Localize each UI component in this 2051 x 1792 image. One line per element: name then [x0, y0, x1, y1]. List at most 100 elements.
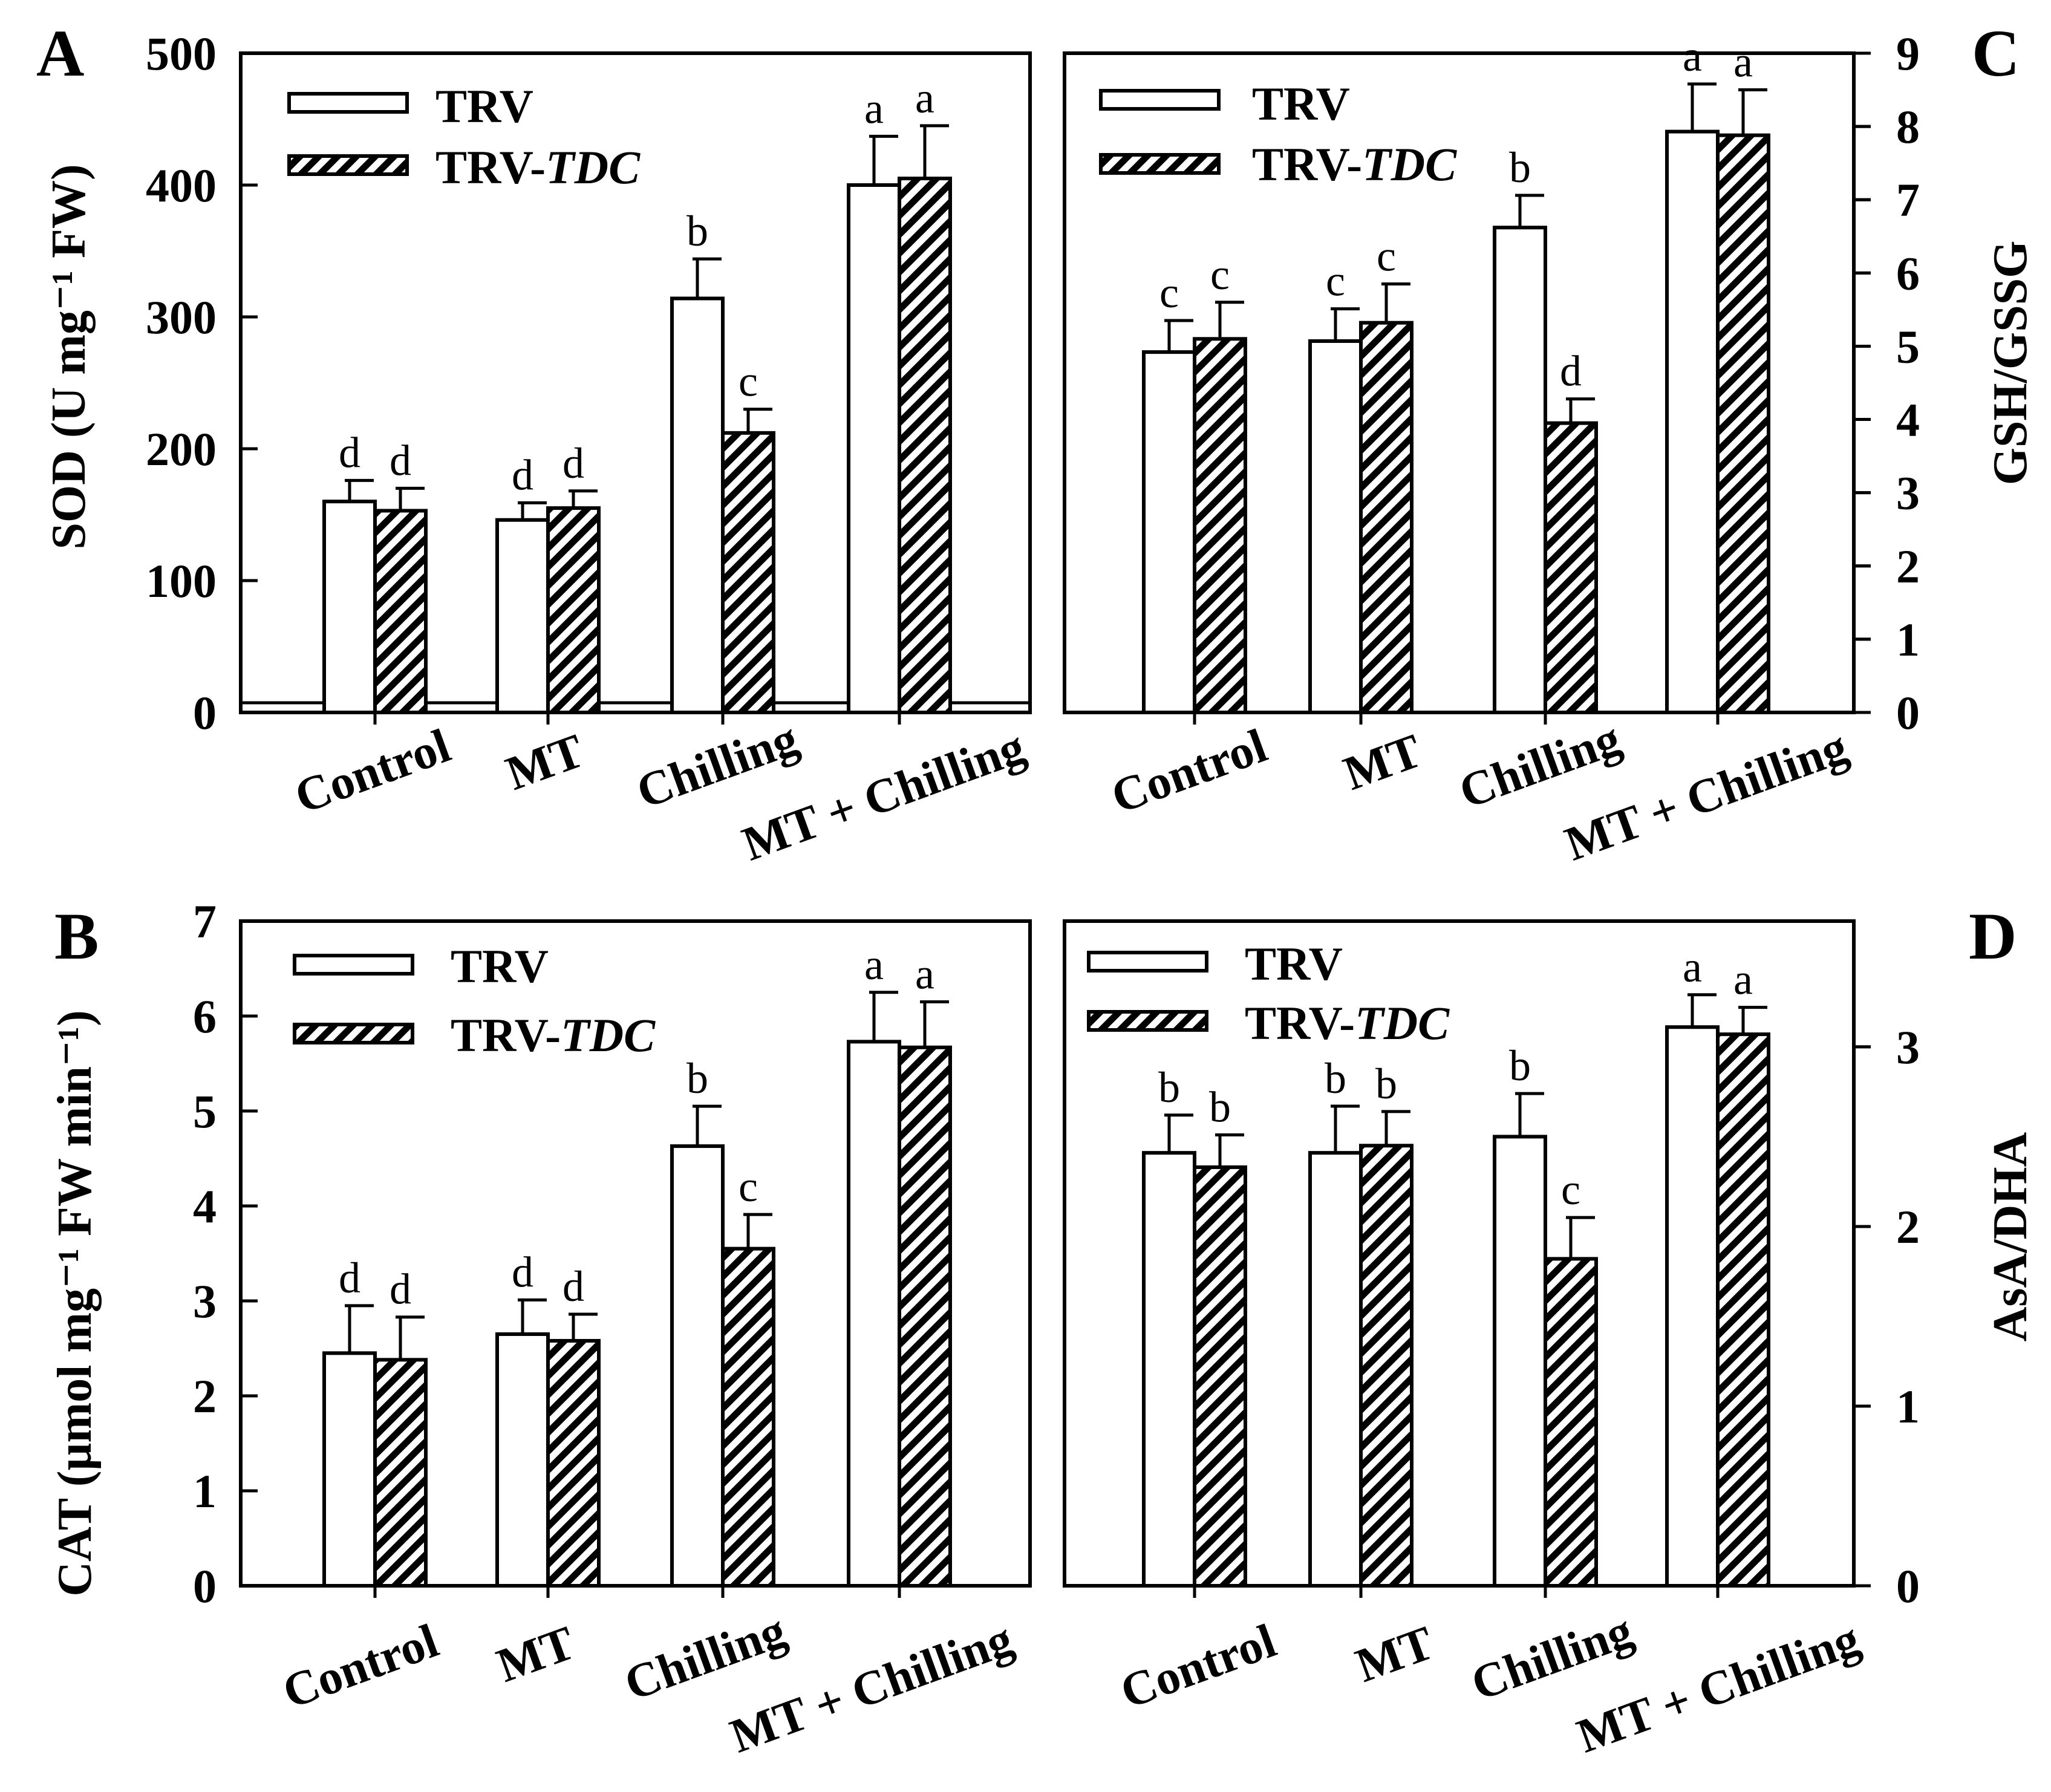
panel-b-y-tick-label: 3 [193, 1275, 217, 1328]
panel-a-significance-label: a [915, 74, 934, 122]
panel-a-bar-trv-tdc [546, 506, 601, 714]
panel-a-significance-label: d [562, 439, 584, 487]
panel-a-y-tick-label: 500 [146, 27, 217, 80]
panel-d-legend: TRV TRV-TDC [1087, 937, 1450, 1049]
panel-c-y-tick-label: 9 [1896, 27, 1920, 80]
panel-b-y-tick-label: 0 [193, 1560, 217, 1612]
panel-a-legend-swatch-trv-tdc [287, 154, 409, 176]
panel-a-bar-trv [495, 518, 550, 714]
panel-c-bar-trv [1142, 350, 1196, 714]
panel-d-y-tick-label: 2 [1896, 1201, 1920, 1253]
panel-d-y-tick-label: 0 [1896, 1560, 1920, 1612]
panel-d-legend-swatch-trv [1087, 951, 1208, 973]
panel-a-sod-chart: A SOD (U mg⁻¹ FW) TRV TRV-TDC Control MT… [36, 16, 1032, 871]
panel-b-significance-label: a [915, 950, 934, 998]
panel-d-y-tick-label: 3 [1896, 1021, 1920, 1074]
panel-b-x-label-chilling: Chilling [618, 1604, 793, 1711]
panel-a-letter: A [36, 16, 84, 90]
panel-c-significance-label: c [1159, 269, 1179, 317]
panel-c-y-tick-label: 5 [1896, 320, 1920, 373]
panel-c-bar-trv [1493, 226, 1547, 714]
panel-c-y-axis-title: GSH/GSSG [1984, 241, 2037, 486]
panel-b-cat-chart: B CAT (µmol mg⁻¹ FW min⁻¹) TRV TRV-TDC C… [48, 895, 1032, 1763]
panel-d-significance-label: b [1209, 1083, 1231, 1131]
panel-a-bar-trv [670, 296, 725, 715]
panel-a-plot-frame [239, 51, 1032, 714]
panel-b-legend-swatch-trv [293, 954, 414, 976]
panel-d-bar-trv [1142, 1151, 1196, 1588]
panel-b-significance-label: d [562, 1262, 584, 1311]
panel-b-x-tick-labels: Control MT Chilling MT + Chilling [276, 1604, 1019, 1763]
panel-b-bar-trv-tdc [373, 1358, 428, 1588]
panel-c-significance-label: c [1210, 250, 1230, 299]
panel-c-y-tick-label: 1 [1896, 613, 1920, 666]
panel-b-legend-label-trv: TRV [451, 940, 549, 992]
panel-d-legend-label-trv: TRV [1245, 937, 1343, 990]
panel-a-bar-trv [322, 500, 377, 714]
panel-a-bar-trv-tdc [373, 509, 428, 715]
panel-c-y-tick-label: 8 [1896, 100, 1920, 153]
panel-b-significance-label: a [864, 940, 884, 989]
panel-d-significance-label: a [1733, 956, 1753, 1004]
panel-d-x-tick-labels: Control MT Chilling MT + Chilling [1114, 1604, 1866, 1763]
panel-b-significance-label: d [339, 1254, 360, 1302]
panel-a-x-tick-labels: Control MT Chilling MT + Chilling [288, 712, 1031, 871]
panel-c-legend-label-trv-tdc: TRV-TDC [1252, 138, 1457, 191]
panel-c-x-label-control: Control [1104, 719, 1273, 824]
panel-c-significance-label: d [1560, 347, 1582, 396]
panel-a-significance-label: b [686, 207, 708, 255]
panel-c-letter: C [1972, 16, 2020, 90]
panel-a-significance-label: a [864, 84, 884, 132]
panel-d-y-tick-label: 1 [1896, 1380, 1920, 1433]
panel-d-asa-dha-chart: D AsA/DHA TRV TRV-TDC Control MT Chillin… [1063, 899, 2037, 1763]
panel-d-plot-frame [1063, 919, 1856, 1588]
panel-b-significance-label: d [390, 1265, 411, 1314]
panel-d-significance-label: a [1683, 943, 1702, 991]
panel-b-y-tick-label: 4 [193, 1180, 217, 1233]
panel-d-legend-label-trv-tdc: TRV-TDC [1245, 997, 1450, 1049]
panel-b-bar-trv [847, 1040, 901, 1588]
panel-a-y-axis-label: SOD (U mg⁻¹ FW) [42, 164, 96, 549]
panel-d-x-label-chilling: Chilling [1465, 1604, 1640, 1711]
panel-a-x-label-control: Control [288, 719, 457, 824]
panel-c-legend-swatch-trv-tdc [1099, 153, 1221, 175]
panel-a-significance-label: d [512, 451, 533, 499]
panel-d-bar-trv-tdc [1544, 1257, 1598, 1588]
panel-d-significance-label: b [1509, 1041, 1531, 1090]
panel-b-letter: B [54, 899, 99, 973]
panel-b-bar-trv-tdc [721, 1246, 775, 1588]
panel-d-x-label-control: Control [1114, 1614, 1282, 1719]
panel-c-bar-trv-tdc [1193, 337, 1247, 714]
panel-b-y-tick-label: 1 [193, 1465, 217, 1517]
panel-b-y-tick-label: 7 [193, 895, 217, 948]
panel-a-bar-trv-tdc [898, 177, 952, 715]
panel-a-x-label-chilling: Chilling [630, 712, 805, 819]
panel-a-y-tick-label: 0 [193, 686, 217, 739]
panel-c-y-tick-label: 6 [1896, 247, 1920, 299]
panel-c-significance-label: a [1683, 32, 1702, 80]
panel-c-y-tick-label: 7 [1896, 174, 1920, 226]
panel-b-significance-label: b [686, 1054, 708, 1103]
panel-d-bar-trv-tdc [1716, 1032, 1770, 1588]
panel-b-bar-trv [495, 1332, 550, 1588]
panel-d-y-axis-label: AsA/DHA [1984, 1132, 2037, 1341]
panel-a-y-tick-label: 400 [146, 159, 217, 212]
panel-b-legend-swatch-trv-tdc [293, 1023, 414, 1044]
panel-b-x-label-control: Control [276, 1614, 445, 1719]
panel-c-significance-label: c [1377, 232, 1396, 281]
panel-c-legend-swatch-trv [1099, 89, 1221, 111]
panel-a-y-tick-label: 200 [146, 423, 217, 475]
panel-a-legend-label-trv: TRV [435, 80, 533, 132]
panel-c-bar-trv [1308, 339, 1363, 714]
panel-c-gsh-gssg-chart: C GSH/GSSG TRV TRV-TDC Control MT Chilli… [1063, 16, 2037, 871]
panel-d-significance-label: c [1561, 1165, 1580, 1214]
panel-b-y-axis-title: CAT (µmol mg⁻¹ FW min⁻¹) [48, 1010, 102, 1597]
panel-d-bar-trv [1493, 1135, 1547, 1588]
panel-a-x-label-mt: MT [500, 724, 591, 801]
panel-c-x-tick-labels: Control MT Chilling MT + Chilling [1104, 712, 1854, 871]
panel-d-significance-label: b [1158, 1063, 1180, 1112]
panel-c-legend-label-trv: TRV [1252, 77, 1350, 130]
panel-b-bar-trv-tdc [898, 1045, 952, 1588]
panel-a-significance-label: c [739, 357, 758, 406]
panel-a-legend-swatch-trv [287, 92, 409, 114]
